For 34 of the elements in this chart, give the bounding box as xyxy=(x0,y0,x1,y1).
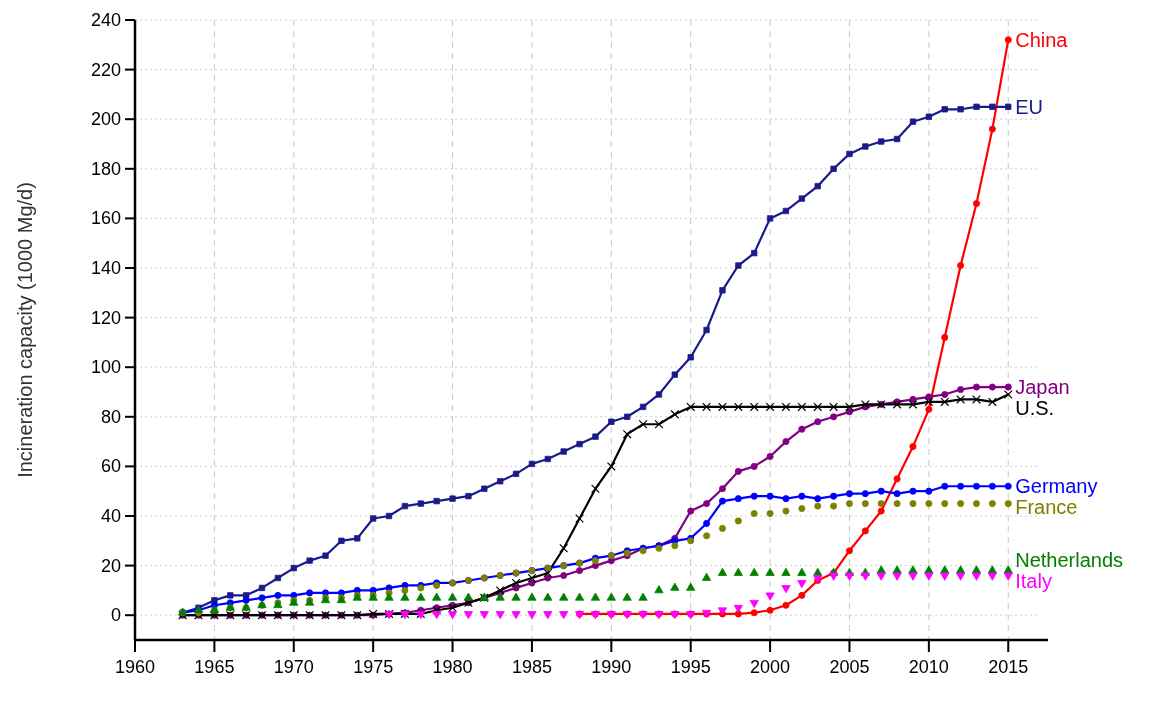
x-tick-label: 1995 xyxy=(670,657,711,677)
series-label: France xyxy=(1015,496,1078,519)
x-tick-label: 1960 xyxy=(114,657,156,677)
x-tick-label: 1975 xyxy=(353,657,394,677)
y-tick-label: 160 xyxy=(90,208,121,229)
x-tick-label: 1990 xyxy=(591,657,632,677)
y-axis-title: Incineration capacity (1000 Mg/d) xyxy=(14,182,36,478)
x-tick-label: 1970 xyxy=(273,657,314,677)
x-tick-label: 2015 xyxy=(988,657,1029,677)
y-tick-label: 200 xyxy=(90,109,121,130)
x-tick-label: 2000 xyxy=(750,657,791,677)
y-tick-label: 140 xyxy=(90,258,121,278)
y-tick-label: 100 xyxy=(90,357,121,378)
y-tick-label: 120 xyxy=(90,307,121,328)
y-tick-label: 0 xyxy=(110,605,121,626)
y-tick-label: 60 xyxy=(100,456,121,477)
x-tick-label: 1985 xyxy=(511,657,552,677)
y-tick-label: 220 xyxy=(90,59,121,80)
x-tick-label: 2010 xyxy=(908,657,949,677)
series-label: Netherlands xyxy=(1015,548,1124,571)
series-label: Italy xyxy=(1015,569,1052,592)
y-tick-label: 240 xyxy=(90,10,121,30)
x-tick-label: 2005 xyxy=(829,657,870,677)
series-label: China xyxy=(1015,28,1069,51)
series-label: U.S. xyxy=(1015,397,1055,420)
series-label: Germany xyxy=(1015,475,1098,498)
y-tick-label: 180 xyxy=(90,158,121,179)
x-tick-label: 1965 xyxy=(194,657,235,677)
y-tick-label: 40 xyxy=(100,506,121,526)
series-label: EU xyxy=(1015,95,1044,118)
y-tick-label: 80 xyxy=(100,406,121,427)
x-tick-label: 1980 xyxy=(432,657,473,677)
series-label: Japan xyxy=(1015,376,1070,399)
y-tick-label: 20 xyxy=(100,555,121,576)
